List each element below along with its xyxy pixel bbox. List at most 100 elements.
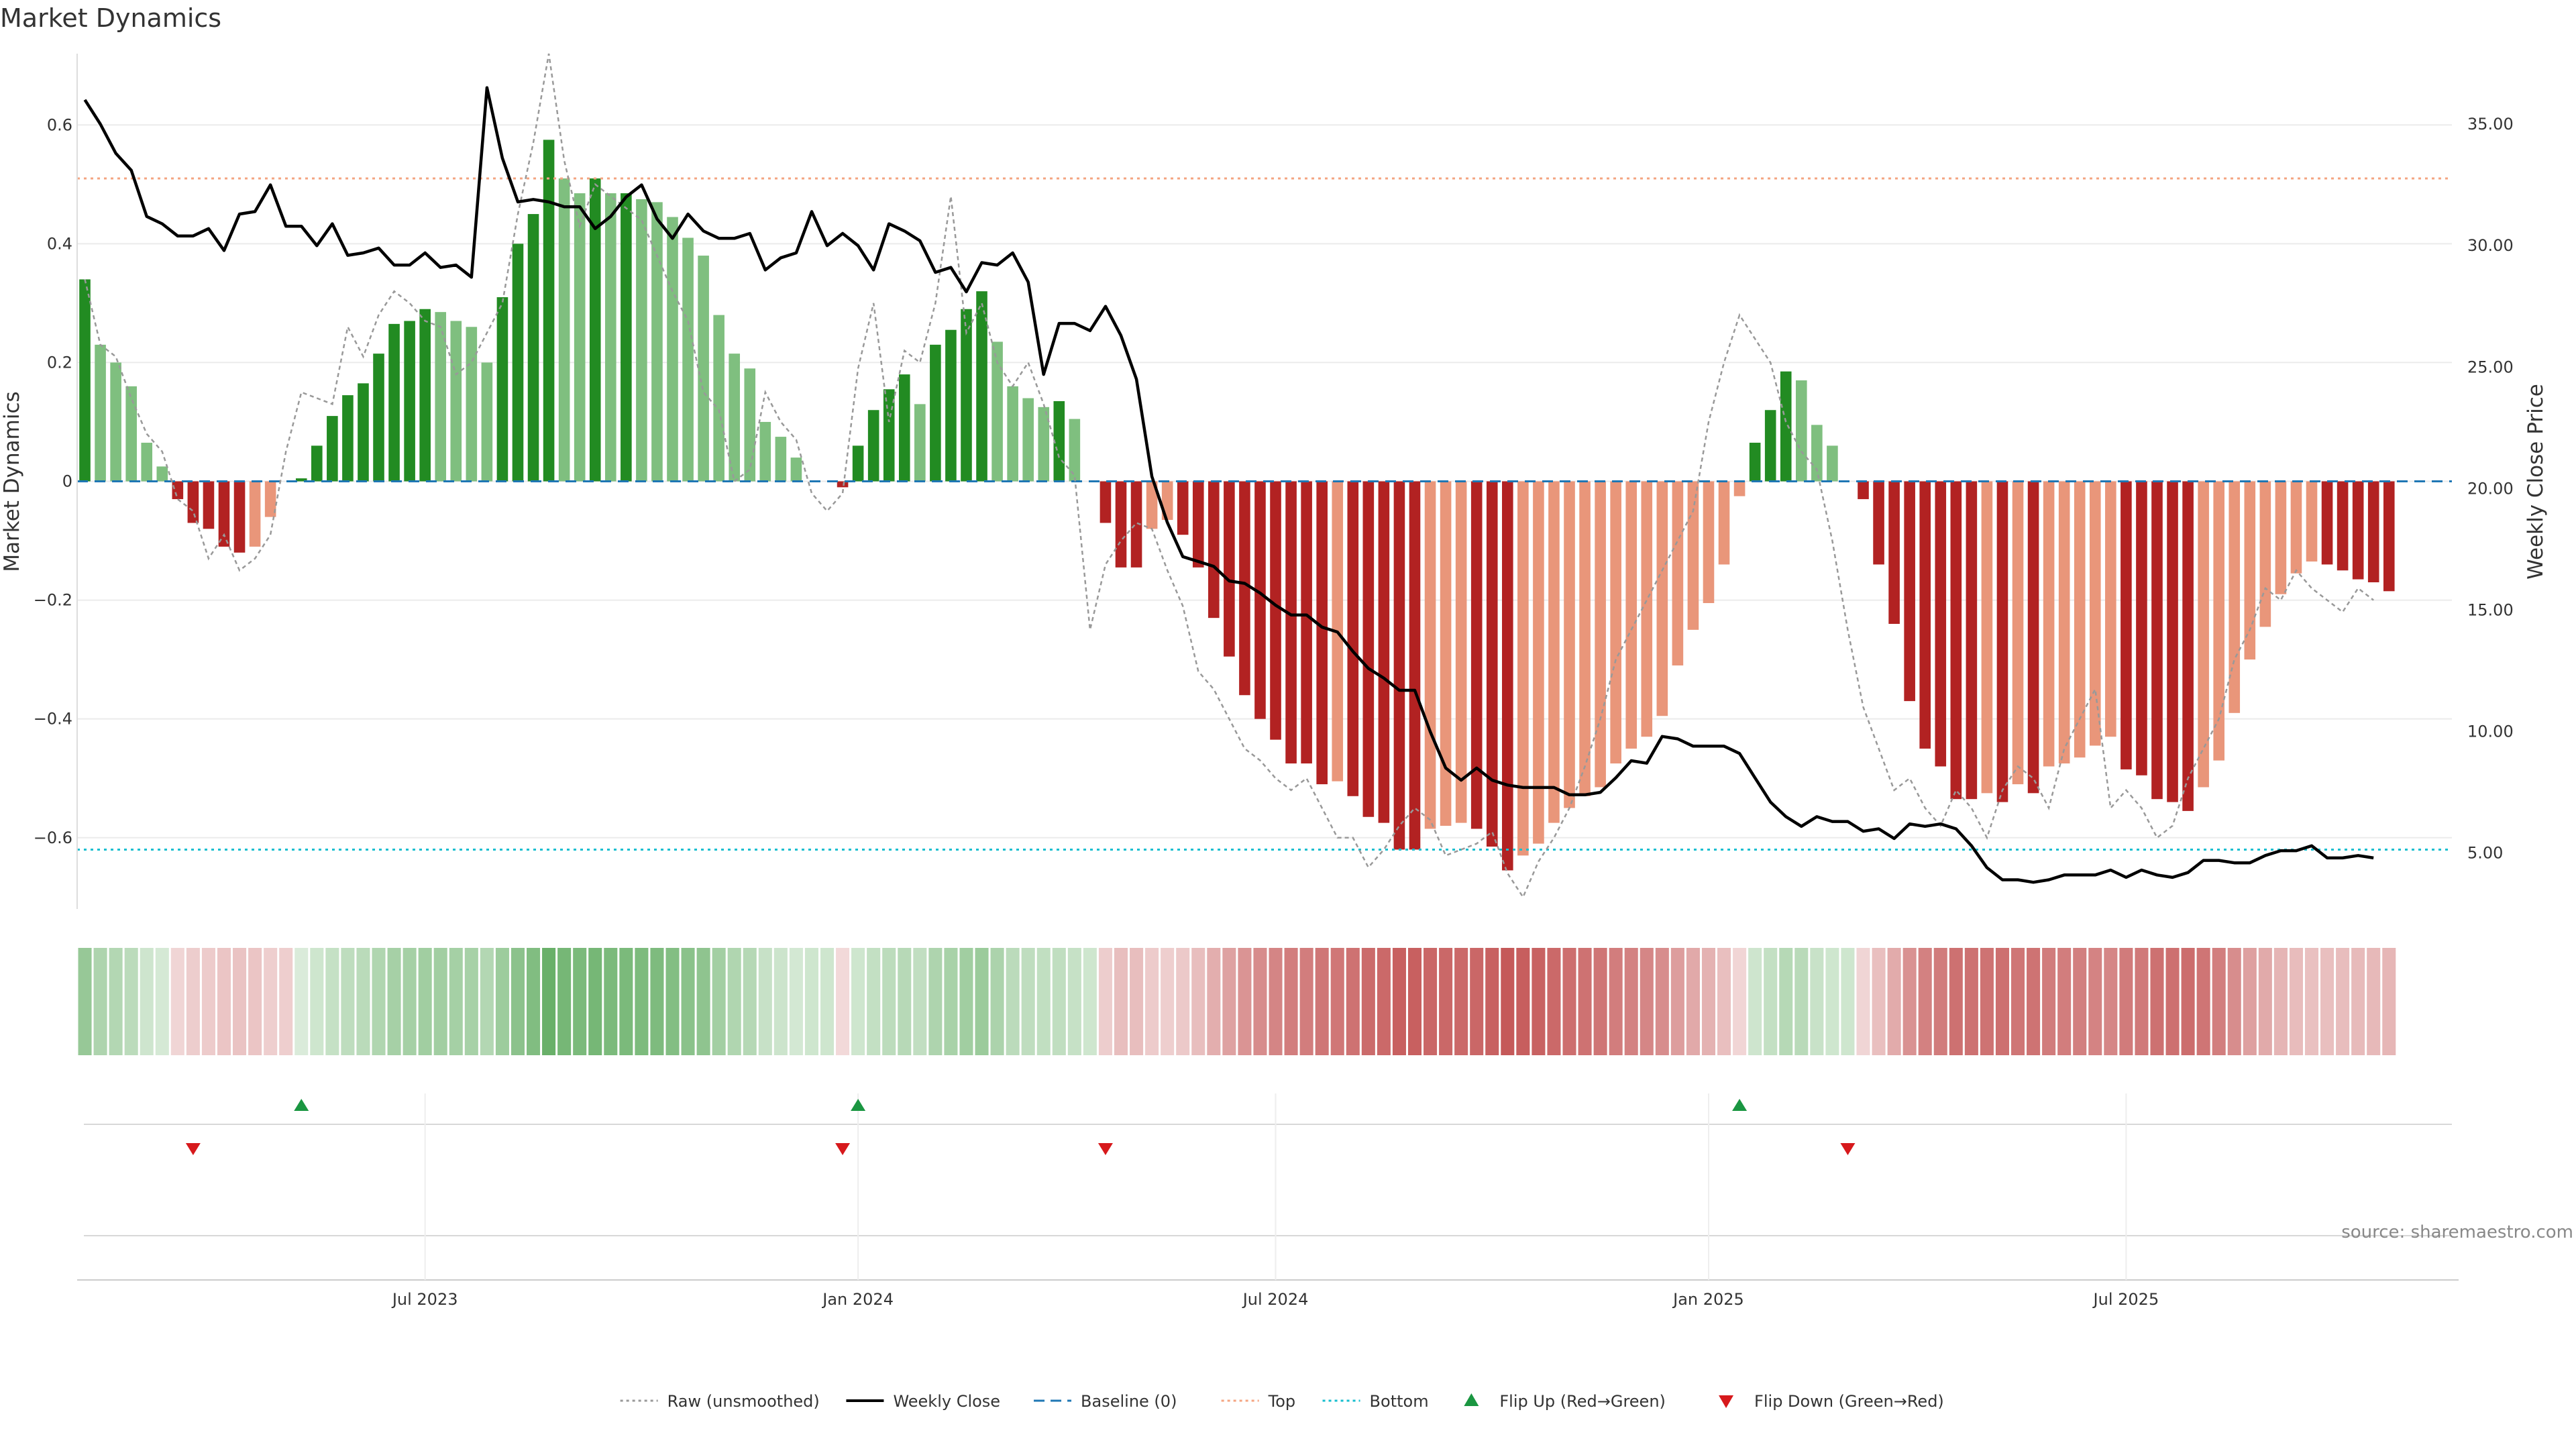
dynamics-bar <box>264 481 276 517</box>
heat-cell <box>2073 948 2087 1055</box>
heat-cell <box>341 948 355 1055</box>
dynamics-bar <box>1517 481 1529 856</box>
heat-cell <box>449 948 463 1055</box>
y2-tick-label: 10.00 <box>2467 722 2514 741</box>
heat-cell <box>1578 948 1592 1055</box>
dynamics-bar <box>852 445 864 482</box>
heat-cell <box>1624 948 1638 1055</box>
dynamics-bar <box>837 481 849 488</box>
dynamics-bar <box>419 309 431 482</box>
y-tick-label: −0.4 <box>34 710 72 729</box>
dynamics-bar <box>342 395 354 482</box>
dynamics-bar <box>466 327 478 482</box>
dynamics-bar <box>1595 481 1606 788</box>
heat-cell <box>418 948 432 1055</box>
dynamics-bar <box>1069 419 1081 482</box>
heat-cell <box>1439 948 1453 1055</box>
heat-cell <box>1176 948 1190 1055</box>
heat-cell <box>2150 948 2164 1055</box>
heat-cell <box>1485 948 1499 1055</box>
dynamics-bar <box>1022 398 1034 482</box>
x-tick-label: Jul 2025 <box>2092 1290 2159 1309</box>
heat-cell <box>1733 948 1747 1055</box>
heat-cell <box>2057 948 2072 1055</box>
legend-label: Baseline (0) <box>1081 1392 1177 1411</box>
heat-cell <box>573 948 587 1055</box>
dynamics-bar <box>898 374 910 482</box>
heat-cell <box>928 948 943 1055</box>
dynamics-bar <box>187 481 199 523</box>
heat-cell <box>975 948 989 1055</box>
legend-label: Flip Up (Red→Green) <box>1499 1392 1666 1411</box>
heat-cell <box>1377 948 1391 1055</box>
dynamics-bar <box>1192 481 1204 568</box>
heat-cell <box>2135 948 2149 1055</box>
heat-cell <box>1686 948 1700 1055</box>
y2-tick-label: 5.00 <box>2467 844 2503 863</box>
y2-tick-label: 20.00 <box>2467 479 2514 498</box>
heat-cell <box>913 948 927 1055</box>
heat-cell <box>2042 948 2056 1055</box>
heat-cell <box>1655 948 1669 1055</box>
dynamics-bar <box>1224 481 1235 657</box>
heat-cell <box>124 948 138 1055</box>
dynamics-bar <box>2213 481 2224 761</box>
dynamics-bar <box>1966 481 1978 800</box>
heat-cell <box>2351 948 2365 1055</box>
heat-cell <box>1052 948 1066 1055</box>
flip-up-marker <box>294 1099 309 1111</box>
dynamics-bar <box>404 321 415 482</box>
dynamics-bar <box>2275 481 2287 594</box>
dynamics-bar <box>1393 481 1405 850</box>
heat-cell <box>1191 948 1205 1055</box>
dynamics-bar <box>1038 407 1050 482</box>
dynamics-bar <box>2229 481 2241 713</box>
heat-cell <box>604 948 618 1055</box>
dynamics-bar <box>527 214 539 482</box>
dynamics-bar <box>373 354 384 482</box>
heat-cell <box>1593 948 1607 1055</box>
left-axis-label: Market Dynamics <box>0 391 24 572</box>
legend-label: Flip Down (Green→Red) <box>1754 1392 1944 1411</box>
heat-cell <box>1253 948 1267 1055</box>
heat-cell <box>1933 948 1947 1055</box>
dynamics-bar <box>233 481 246 553</box>
y-tick-label: 0.6 <box>47 115 72 134</box>
heat-cell <box>325 948 339 1055</box>
heat-cell <box>836 948 850 1055</box>
heat-cell <box>1779 948 1793 1055</box>
heat-cell <box>1114 948 1128 1055</box>
heat-cell <box>1315 948 1329 1055</box>
dynamics-bar <box>1935 481 1947 767</box>
heat-cell <box>1825 948 1839 1055</box>
y-tick-label: 0 <box>62 472 72 491</box>
dynamics-bar <box>790 458 802 482</box>
dynamics-bar <box>1904 481 1915 702</box>
heat-cell <box>1470 948 1484 1055</box>
dynamics-bar <box>358 383 369 482</box>
dynamics-bar <box>1733 481 1746 496</box>
heat-cell <box>1207 948 1221 1055</box>
heat-cell <box>2088 948 2102 1055</box>
heat-cell <box>1222 948 1236 1055</box>
heat-cell <box>170 948 184 1055</box>
dynamics-bar <box>450 321 462 482</box>
dynamics-bar <box>496 297 508 482</box>
heat-cell <box>1083 948 1097 1055</box>
dynamics-bar <box>930 344 941 482</box>
heat-cell <box>1346 948 1360 1055</box>
heat-cell <box>1902 948 1917 1055</box>
heat-cell <box>959 948 973 1055</box>
dynamics-bar <box>203 481 215 529</box>
dynamics-bar <box>1795 380 1807 482</box>
heat-cell <box>264 948 278 1055</box>
heat-cell <box>1562 948 1576 1055</box>
dynamics-bar <box>1873 481 1884 565</box>
legend-swatch <box>1464 1393 1479 1406</box>
dynamics-bar <box>1115 481 1127 568</box>
heat-cell <box>1856 948 1870 1055</box>
dynamics-bar <box>1533 481 1544 844</box>
dynamics-bar <box>1579 481 1591 796</box>
y2-tick-label: 25.00 <box>2467 358 2514 376</box>
